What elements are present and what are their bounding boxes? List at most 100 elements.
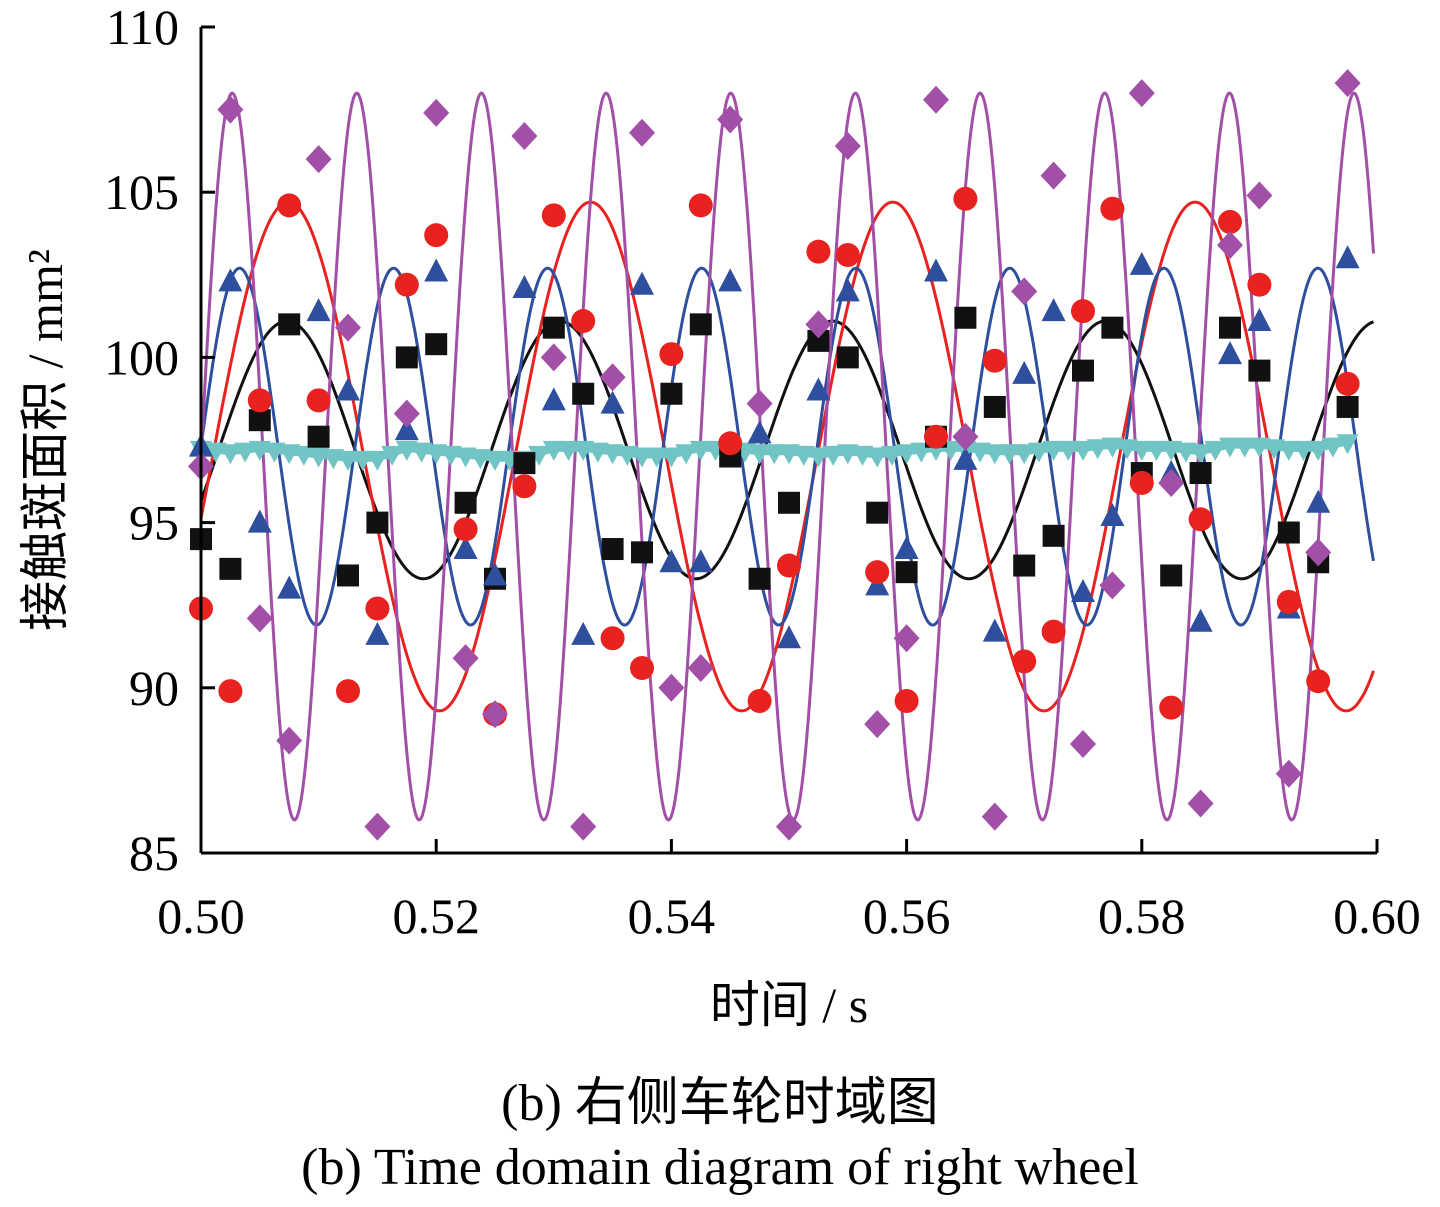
- series-4-point: [1160, 440, 1183, 461]
- caption-chinese: (b) 右侧车轮时域图: [501, 1075, 939, 1132]
- series-0-point: [1072, 359, 1094, 382]
- y-axis-title: 接触斑面积 / mm²: [17, 249, 73, 631]
- series-1-point: [394, 272, 419, 297]
- series-4-point: [469, 449, 492, 470]
- series-0-point: [1248, 359, 1271, 382]
- series-4-point: [557, 440, 580, 461]
- series-1-point: [1100, 196, 1125, 221]
- series-2-point: [600, 390, 625, 414]
- series-3-point: [482, 700, 508, 729]
- series-1-point: [1188, 507, 1213, 532]
- series-4-point: [748, 444, 771, 465]
- series-0-point: [895, 561, 918, 584]
- series-2-point: [365, 621, 390, 645]
- series-0-point: [1189, 462, 1212, 485]
- series-4-point: [322, 449, 345, 470]
- series-4-point: [572, 440, 595, 461]
- series-0-point: [983, 395, 1006, 418]
- series-4-point: [381, 445, 404, 466]
- y-tick-label: 105: [104, 164, 179, 220]
- series-0-point: [1101, 316, 1124, 339]
- series-2-point: [1306, 489, 1331, 513]
- series-2-point: [924, 258, 948, 282]
- series-0-point: [307, 425, 330, 448]
- series-4-point: [528, 445, 551, 466]
- series-0-point: [572, 382, 595, 405]
- series-4-point: [307, 447, 330, 468]
- series-3-point: [364, 812, 391, 841]
- series-4-point: [1057, 440, 1080, 461]
- series-2-point: [277, 575, 302, 599]
- series-4-point: [601, 444, 624, 465]
- series-1-point: [541, 203, 566, 228]
- series-2-point: [1218, 341, 1242, 365]
- series-3-point: [1158, 468, 1185, 497]
- series-3-point: [1246, 181, 1273, 210]
- series-3-point: [629, 118, 655, 147]
- series-2-point: [306, 298, 331, 322]
- series-4-point: [969, 442, 992, 463]
- series-0-point: [425, 333, 448, 356]
- series-1-point: [953, 186, 978, 211]
- series-1-point: [247, 388, 272, 413]
- series-3-point: [335, 313, 361, 342]
- series-3-point: [1011, 277, 1038, 306]
- series-4-point: [410, 442, 433, 463]
- series-3-point: [1128, 79, 1155, 108]
- series-4-point: [439, 445, 462, 466]
- series-3-point: [981, 802, 1008, 831]
- series-2-point: [483, 562, 507, 586]
- series-4-point: [248, 440, 271, 461]
- series-1-point: [865, 560, 890, 585]
- series-4-point: [454, 447, 477, 468]
- series-4-point: [880, 445, 903, 466]
- caption-english: (b) Time domain diagram of right wheel: [301, 1139, 1139, 1196]
- series-1-point: [777, 553, 801, 578]
- series-3-point: [452, 644, 479, 673]
- series-3-point: [1275, 759, 1302, 788]
- series-2-point: [953, 446, 978, 470]
- series-2-point: [1041, 298, 1066, 322]
- series-0-point: [366, 511, 389, 534]
- series-2-point: [218, 268, 243, 292]
- series-2-point: [394, 417, 419, 441]
- series-1-point: [600, 626, 625, 651]
- series-3-point: [1187, 789, 1214, 818]
- series-4-point: [807, 447, 830, 468]
- series-1-point: [659, 342, 684, 367]
- series-4-point: [425, 444, 448, 465]
- series-3-point: [687, 653, 714, 682]
- series-2-point: [1335, 245, 1360, 269]
- series-3-point: [570, 812, 597, 841]
- series-4-point: [1189, 444, 1212, 465]
- series-4-point: [778, 444, 800, 465]
- x-tick-label: 0.56: [863, 888, 951, 944]
- series-0-point: [513, 452, 536, 475]
- series-0-curve: [199, 319, 1375, 581]
- series-4-point: [1145, 440, 1168, 461]
- series-3-point: [393, 399, 420, 428]
- series-4-point: [866, 447, 889, 468]
- series-4-point: [337, 450, 359, 471]
- series-2-point: [1071, 578, 1095, 602]
- x-axis-title: 时间 / s: [710, 977, 868, 1033]
- series-1-point: [571, 309, 596, 334]
- series-3-point: [511, 122, 538, 151]
- series-4-point: [1277, 440, 1300, 461]
- ticks: 85 90 95 100 105 110 0.50 0.52 0.54 0.56 0.58 0.60: [104, 0, 1421, 944]
- series-4-point: [851, 445, 874, 466]
- series-1-point: [453, 517, 478, 542]
- series-0-point: [954, 306, 977, 329]
- series-0-point: [219, 557, 242, 580]
- series-3-point: [658, 673, 685, 702]
- series-4-point: [836, 444, 859, 465]
- series-2-point: [453, 536, 478, 560]
- series-4-point: [366, 450, 389, 471]
- plot-markers: [188, 69, 1361, 841]
- y-tick-label: 110: [106, 0, 179, 55]
- series-2-point: [630, 271, 654, 295]
- series-0-point: [248, 409, 271, 432]
- series-1-point: [688, 193, 713, 218]
- series-4-point: [660, 447, 683, 468]
